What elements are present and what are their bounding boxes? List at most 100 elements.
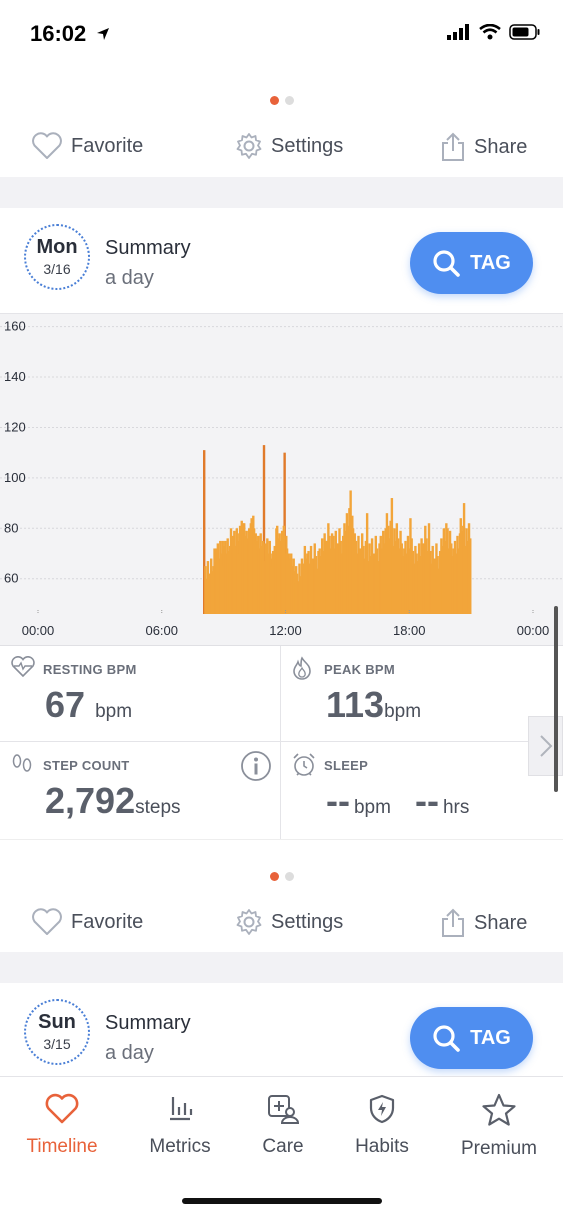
battery-icon (509, 24, 540, 40)
sleep-value-row: -- bpm -- hrs (326, 780, 469, 822)
tag-button-2[interactable]: TAG (410, 1007, 533, 1069)
y-tick-label: 100 (4, 470, 26, 485)
page-dot[interactable] (284, 96, 294, 105)
care-icon (268, 1095, 300, 1124)
hr-bar (435, 543, 438, 614)
hr-bar (305, 571, 308, 614)
settings-button[interactable]: Settings (235, 132, 343, 160)
hr-bar (332, 535, 335, 614)
hr-bar (319, 556, 323, 614)
hr-bar (345, 513, 349, 614)
settings-button-2[interactable]: Settings (235, 908, 343, 936)
tag-label: TAG (470, 251, 511, 274)
tab-metrics[interactable]: Metrics (142, 1093, 218, 1158)
step-count-unit: steps (135, 797, 181, 818)
tab-bar: Timeline Metrics Care Habits Premium (0, 1076, 563, 1218)
date-badge: Mon 3/16 (24, 224, 90, 290)
hr-bar (282, 525, 286, 614)
sleep-metric: SLEEP -- bpm -- hrs (281, 742, 562, 839)
hr-bar (373, 553, 376, 614)
hr-bar (286, 561, 290, 614)
page-dot-active[interactable] (269, 96, 279, 105)
hr-bar (421, 543, 425, 614)
hr-bar (419, 556, 422, 614)
tab-premium[interactable]: Premium (455, 1093, 543, 1160)
heart-rate-chart[interactable]: 60 80 100 120 140 160 00:00 06:00 12:00 18:00 00:0… (0, 313, 563, 646)
hr-bar (365, 513, 369, 614)
hr-bar (464, 545, 467, 614)
hr-bar (393, 528, 396, 614)
date-day: Sun (38, 1011, 76, 1033)
resting-bpm-unit: bpm (95, 701, 133, 722)
hr-bar (364, 540, 368, 614)
hr-bar (360, 533, 364, 614)
hr-bar (297, 581, 300, 614)
hr-bar (375, 548, 379, 614)
hr-bar (233, 530, 236, 614)
page-dot-active[interactable] (269, 872, 279, 881)
heart-icon (45, 1093, 79, 1124)
hr-bar (278, 533, 281, 614)
hr-bar (324, 540, 328, 614)
settings-label: Settings (271, 910, 344, 933)
hr-bar (380, 548, 384, 614)
tab-care[interactable]: Care (252, 1093, 314, 1158)
hr-bar (206, 561, 210, 614)
hr-bar (299, 576, 302, 614)
hr-bar (337, 543, 340, 614)
summary-title: Summary (105, 237, 191, 259)
hr-bar (410, 538, 413, 614)
share-label: Share (474, 911, 528, 934)
page-dot[interactable] (284, 872, 294, 881)
metrics-grid: RESTING BPM 67 bpm PEAK BPM 113bpm STEP … (0, 646, 563, 839)
step-count-value-row: 2,792steps (45, 780, 181, 822)
hr-bar (453, 540, 457, 614)
hr-bar (415, 553, 418, 614)
flame-icon (293, 656, 311, 680)
peak-bpm-metric: PEAK BPM 113bpm (281, 646, 562, 742)
alarm-clock-icon (293, 753, 315, 776)
resting-bpm-value-row: 67 bpm (45, 684, 132, 726)
tab-habits[interactable]: Habits (349, 1093, 415, 1158)
y-tick-label: 160 (4, 319, 26, 334)
x-tick-label: 00:00 (517, 623, 550, 638)
hr-bar (290, 566, 294, 614)
hr-bar (457, 548, 460, 614)
favorite-button-2[interactable]: Favorite (31, 908, 143, 936)
sleep-label: SLEEP (324, 758, 369, 773)
hr-bar (388, 538, 391, 614)
tag-button[interactable]: TAG (410, 232, 533, 294)
hr-bar (325, 540, 329, 614)
summary-subtitle: a day (105, 1042, 154, 1064)
hr-bar (425, 538, 428, 614)
x-tick-label: 00:00 (22, 623, 55, 638)
step-count-metric: STEP COUNT 2,792steps (0, 742, 281, 839)
hr-bar (443, 540, 447, 614)
page-dots (0, 96, 563, 105)
hr-bar (342, 535, 345, 614)
favorite-label: Favorite (71, 134, 144, 157)
hr-bar (344, 530, 347, 614)
share-button[interactable]: Share (440, 132, 527, 162)
scrollbar[interactable] (554, 606, 558, 792)
hr-bar (346, 525, 350, 614)
share-button-2[interactable]: Share (440, 908, 527, 938)
hr-bar (335, 543, 339, 614)
tab-timeline[interactable]: Timeline (22, 1093, 102, 1158)
info-icon[interactable] (240, 750, 272, 782)
favorite-button[interactable]: Favorite (31, 132, 143, 160)
hr-bar (394, 540, 397, 614)
hr-bar (262, 445, 266, 614)
hr-bar (203, 450, 206, 614)
tag-label: TAG (470, 1026, 511, 1049)
y-tick-label: 80 (4, 520, 18, 535)
hr-bar (390, 498, 394, 614)
hr-bar (401, 556, 405, 614)
y-tick-label: 140 (4, 369, 26, 384)
chevron-right-icon (539, 735, 552, 757)
hr-bar (314, 556, 318, 614)
hr-bar (300, 558, 304, 614)
x-tick-label: 12:00 (269, 623, 302, 638)
hr-bar (320, 538, 324, 614)
hr-bar (450, 543, 453, 614)
